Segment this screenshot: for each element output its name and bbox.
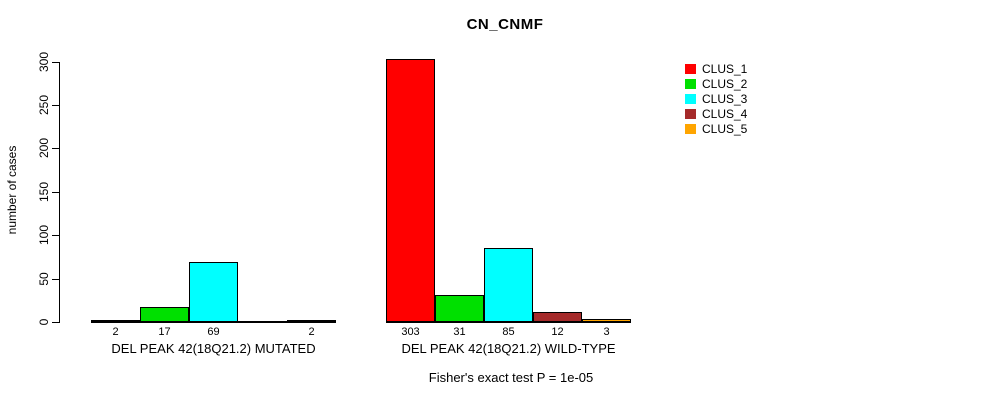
y-axis-tick (52, 62, 59, 63)
y-axis-line (59, 62, 60, 323)
y-axis-tick (52, 235, 59, 236)
legend-label: CLUS_2 (702, 77, 748, 91)
legend-label: CLUS_3 (702, 92, 748, 106)
legend-swatch (685, 94, 696, 104)
legend-label: CLUS_5 (702, 122, 748, 136)
legend-swatch (685, 79, 696, 89)
y-axis-tick (52, 322, 59, 323)
y-tick-label: 100 (37, 224, 51, 246)
bar-value-label: 31 (453, 326, 466, 338)
y-tick-label: 0 (37, 318, 51, 326)
legend-label: CLUS_4 (702, 107, 748, 121)
legend-swatch (685, 109, 696, 119)
bar (287, 320, 336, 322)
group-baseline (386, 321, 631, 323)
bar (484, 248, 533, 322)
group-label: DEL PEAK 42(18Q21.2) WILD-TYPE (401, 341, 616, 356)
y-tick-label: 250 (37, 94, 51, 116)
fisher-test-annotation: Fisher's exact test P = 1e-05 (428, 370, 594, 385)
bar-value-label: 85 (502, 326, 515, 338)
bar (189, 262, 238, 322)
bar-value-label: 17 (158, 326, 171, 338)
group-baseline (91, 321, 336, 323)
chart-title: CN_CNMF (466, 16, 544, 33)
bar (140, 307, 189, 322)
y-tick-label: 50 (37, 272, 51, 286)
bar (435, 295, 484, 322)
bar-value-label: 303 (401, 326, 420, 338)
bar-value-label: 69 (207, 326, 220, 338)
y-axis-label: number of cases (5, 145, 19, 235)
bar (386, 59, 435, 322)
bar-value-label: 2 (112, 326, 119, 338)
bar-value-label: 3 (603, 326, 610, 338)
bar (91, 320, 140, 322)
y-axis-tick (52, 192, 59, 193)
legend-label: CLUS_1 (702, 62, 748, 76)
y-tick-label: 200 (37, 137, 51, 159)
y-tick-label: 150 (37, 181, 51, 203)
group-label: DEL PEAK 42(18Q21.2) MUTATED (111, 341, 316, 356)
legend-swatch (685, 124, 696, 134)
bar (582, 319, 631, 322)
legend-swatch (685, 64, 696, 74)
bar-value-label: 2 (308, 326, 315, 338)
bar-value-label: 12 (551, 326, 564, 338)
y-axis-tick (52, 105, 59, 106)
y-axis-tick (52, 148, 59, 149)
y-axis-tick (52, 279, 59, 280)
bar (533, 312, 582, 322)
y-tick-label: 300 (37, 51, 51, 73)
